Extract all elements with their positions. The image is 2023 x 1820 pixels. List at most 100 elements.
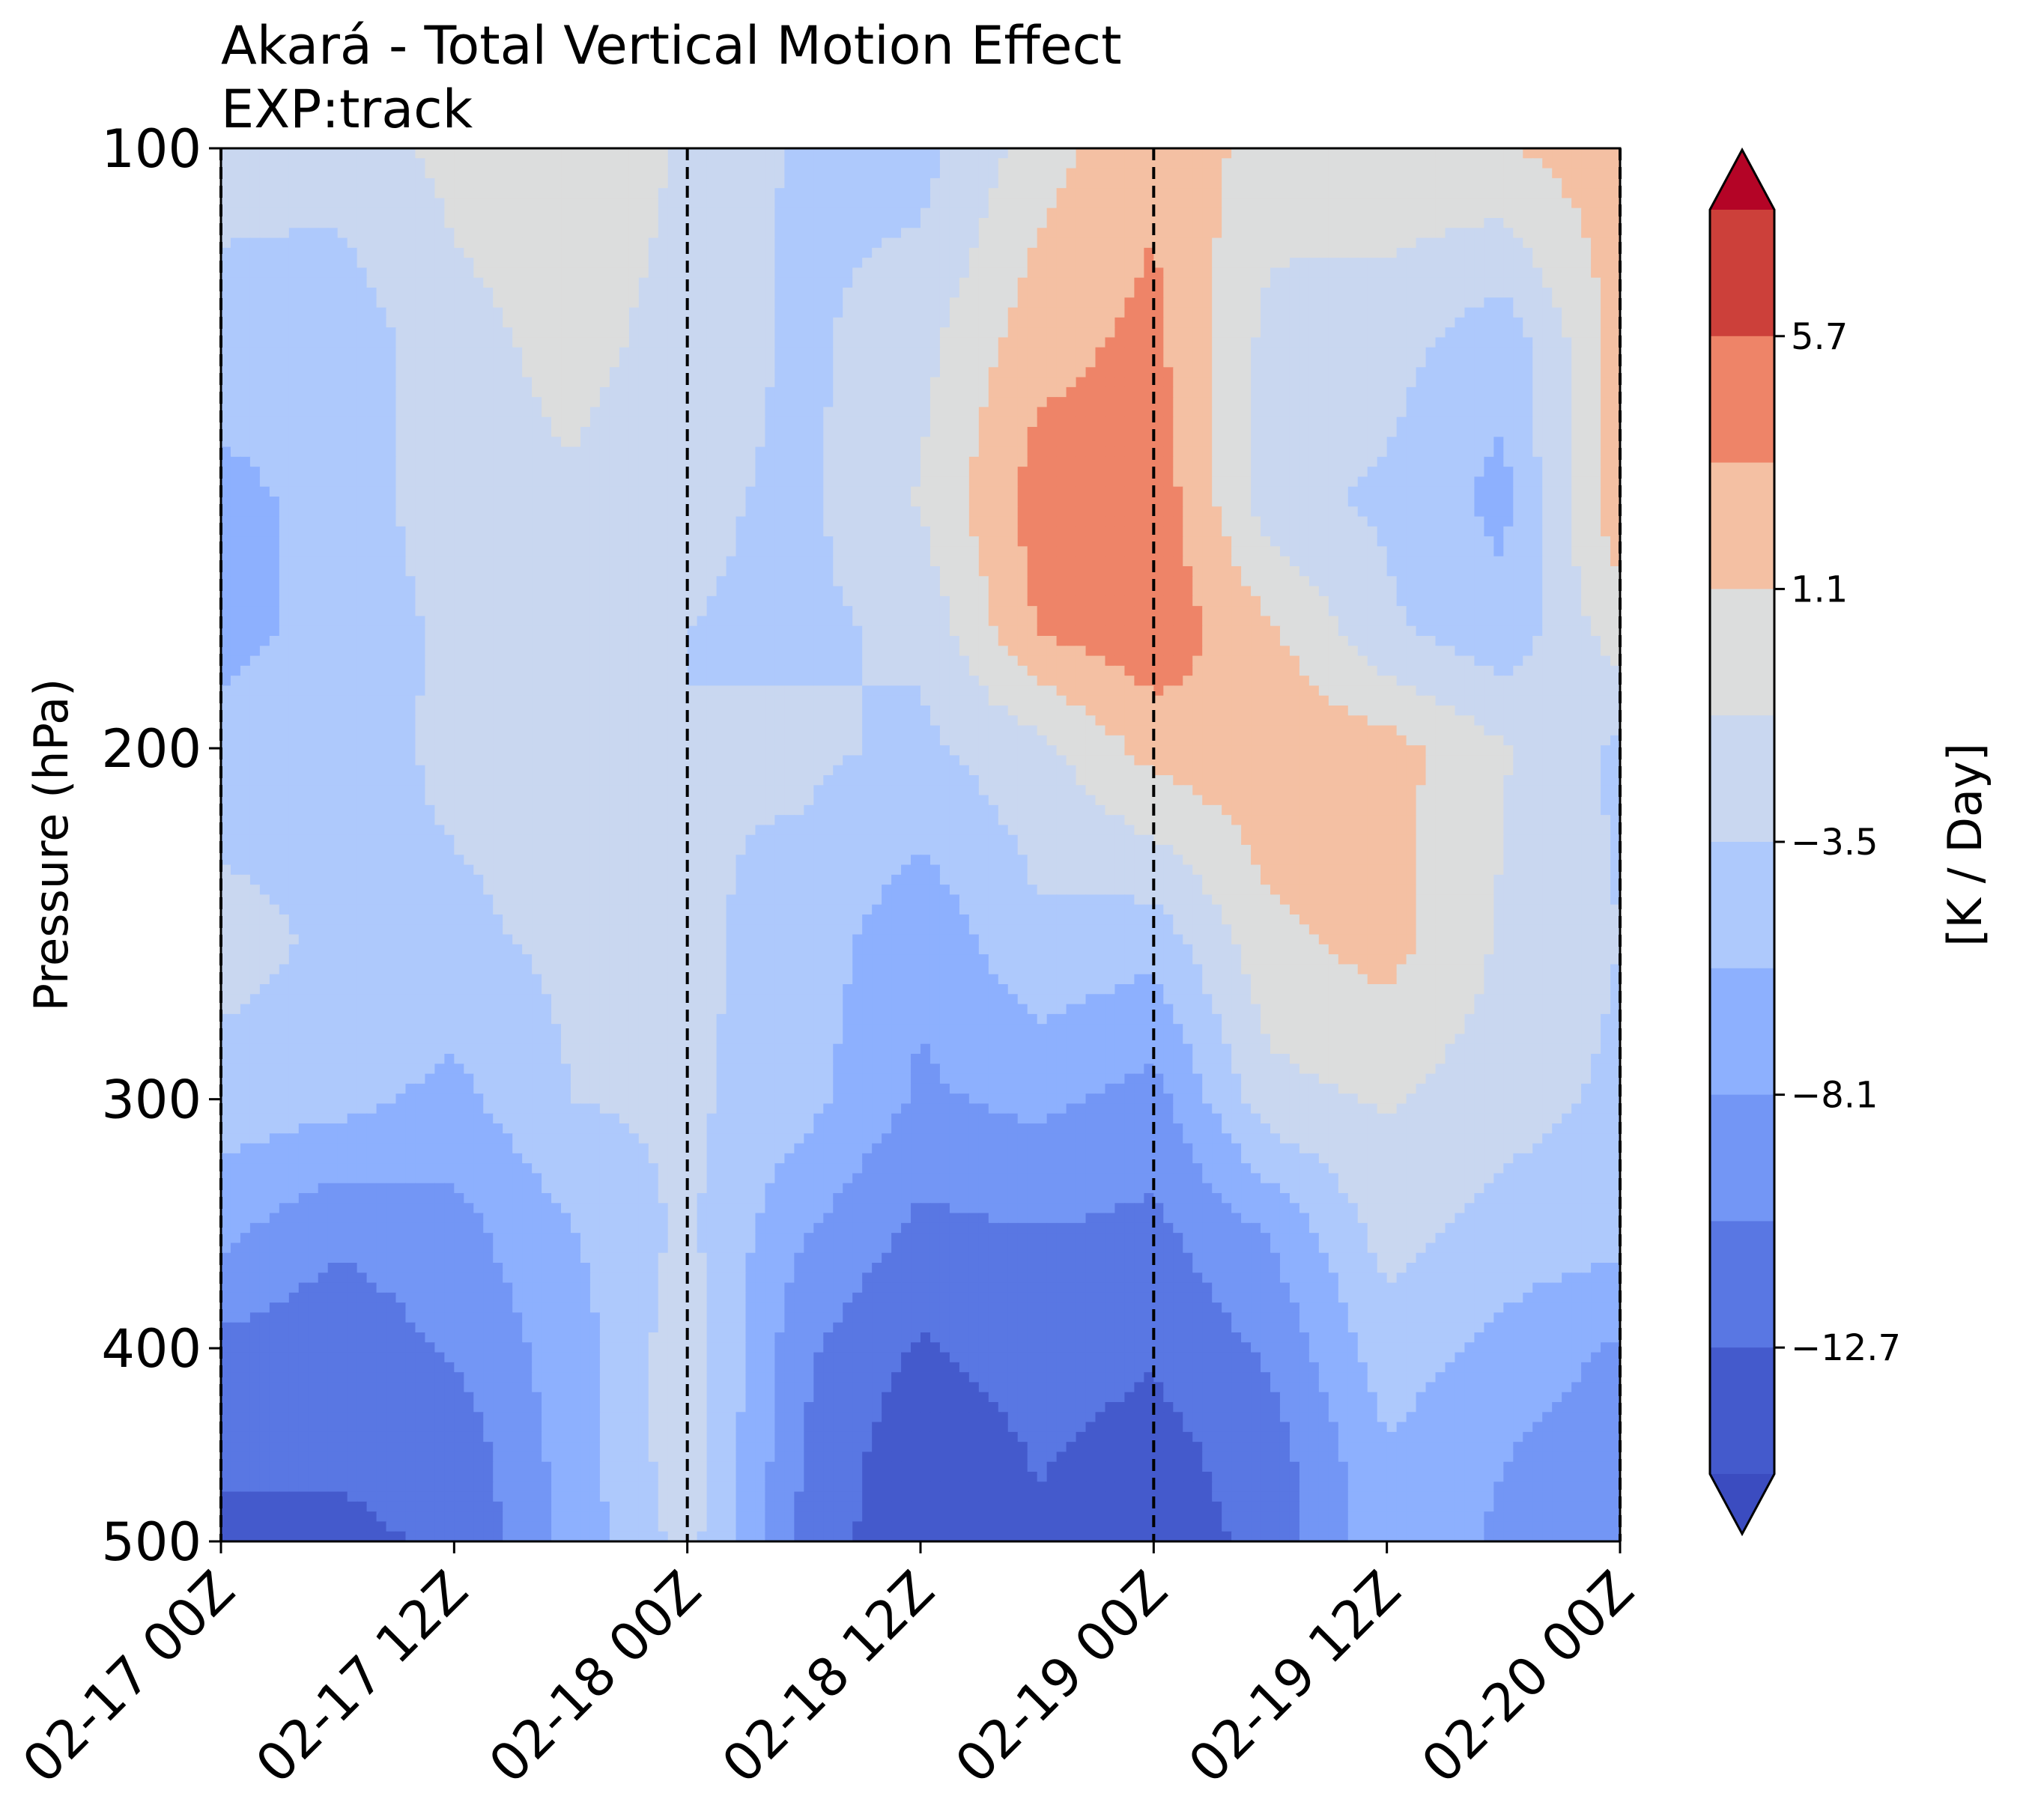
contour-cell	[338, 367, 348, 377]
contour-cell	[1484, 288, 1494, 298]
contour-cell	[1493, 238, 1504, 249]
contour-cell	[1134, 267, 1144, 278]
contour-cell	[1114, 487, 1125, 497]
contour-cell	[989, 178, 999, 189]
contour-cell	[1309, 178, 1320, 189]
contour-cell	[571, 487, 581, 497]
contour-cell	[1368, 457, 1378, 467]
contour-cell	[1028, 178, 1038, 189]
contour-cell	[493, 417, 503, 428]
contour-cell	[367, 278, 377, 288]
contour-cell	[1086, 318, 1097, 328]
contour-cell	[493, 476, 503, 487]
contour-cell	[1299, 297, 1310, 308]
contour-cell	[561, 248, 571, 258]
contour-cell	[1348, 278, 1359, 288]
contour-cell	[1562, 208, 1572, 219]
contour-cell	[1474, 248, 1484, 258]
contour-cell	[542, 467, 552, 477]
contour-cell	[901, 258, 912, 268]
contour-cell	[1018, 178, 1028, 189]
contour-cell	[357, 308, 368, 318]
contour-cell	[833, 457, 843, 467]
contour-cell	[289, 377, 300, 388]
contour-cell	[1251, 258, 1261, 268]
contour-cell	[1202, 278, 1213, 288]
contour-cell	[542, 238, 552, 249]
contour-cell	[862, 169, 873, 179]
contour-cell	[1532, 457, 1543, 467]
contour-cell	[425, 169, 435, 179]
contour-cell	[804, 297, 814, 308]
contour-cell	[1183, 447, 1193, 458]
contour-cell	[1426, 447, 1437, 458]
contour-cell	[901, 148, 912, 159]
contour-cell	[872, 248, 882, 258]
contour-cell	[707, 208, 718, 219]
contour-cell	[512, 148, 523, 159]
contour-cell	[231, 297, 241, 308]
contour-cell	[1028, 169, 1038, 179]
contour-cell	[784, 337, 795, 348]
contour-cell	[338, 437, 348, 447]
contour-cell	[338, 278, 348, 288]
contour-cell	[1114, 457, 1125, 467]
contour-cell	[1513, 208, 1523, 219]
contour-cell	[930, 198, 941, 208]
contour-cell	[959, 188, 970, 198]
contour-cell	[872, 447, 882, 458]
contour-cell	[386, 437, 397, 447]
contour-cell	[1571, 348, 1582, 358]
contour-cell	[1523, 318, 1533, 328]
contour-cell	[580, 357, 591, 368]
contour-cell	[231, 278, 241, 288]
contour-cell	[1309, 447, 1320, 458]
contour-cell	[1173, 377, 1183, 388]
contour-cell	[1261, 457, 1271, 467]
contour-cell	[1562, 267, 1572, 278]
contour-cell	[862, 248, 873, 258]
contour-cell	[1464, 457, 1475, 467]
contour-cell	[736, 407, 747, 417]
contour-cell	[862, 267, 873, 278]
contour-cell	[1387, 357, 1398, 368]
contour-cell	[551, 327, 562, 338]
contour-cell	[328, 198, 339, 208]
contour-cell	[1329, 407, 1339, 417]
contour-cell	[774, 267, 785, 278]
contour-cell	[473, 169, 484, 179]
contour-cell	[1105, 337, 1115, 348]
contour-cell	[1124, 188, 1135, 198]
contour-cell	[1455, 288, 1465, 298]
contour-cell	[920, 337, 931, 348]
contour-cell	[1436, 367, 1446, 377]
contour-cell	[1028, 348, 1038, 358]
contour-cell	[823, 208, 834, 219]
contour-cell	[610, 427, 620, 437]
contour-cell	[998, 297, 1009, 308]
contour-cell	[862, 258, 873, 268]
contour-cell	[221, 238, 231, 249]
contour-cell	[415, 476, 425, 487]
contour-cell	[396, 238, 407, 249]
contour-cell	[727, 407, 737, 417]
contour-cell	[1173, 178, 1183, 189]
contour-cell	[1241, 437, 1252, 447]
contour-cell	[697, 248, 708, 258]
contour-cell	[1571, 476, 1582, 487]
contour-cell	[425, 158, 435, 169]
contour-cell	[542, 208, 552, 219]
contour-cell	[649, 417, 659, 428]
contour-cell	[444, 407, 455, 417]
contour-cell	[1057, 297, 1067, 308]
contour-cell	[872, 487, 882, 497]
contour-cell	[813, 178, 824, 189]
contour-cell	[386, 377, 397, 388]
contour-cell	[444, 357, 455, 368]
contour-cell	[1212, 218, 1222, 228]
contour-cell	[1096, 367, 1106, 377]
contour-cell	[1455, 476, 1465, 487]
contour-cell	[1124, 198, 1135, 208]
contour-cell	[891, 387, 902, 398]
contour-cell	[1105, 278, 1115, 288]
